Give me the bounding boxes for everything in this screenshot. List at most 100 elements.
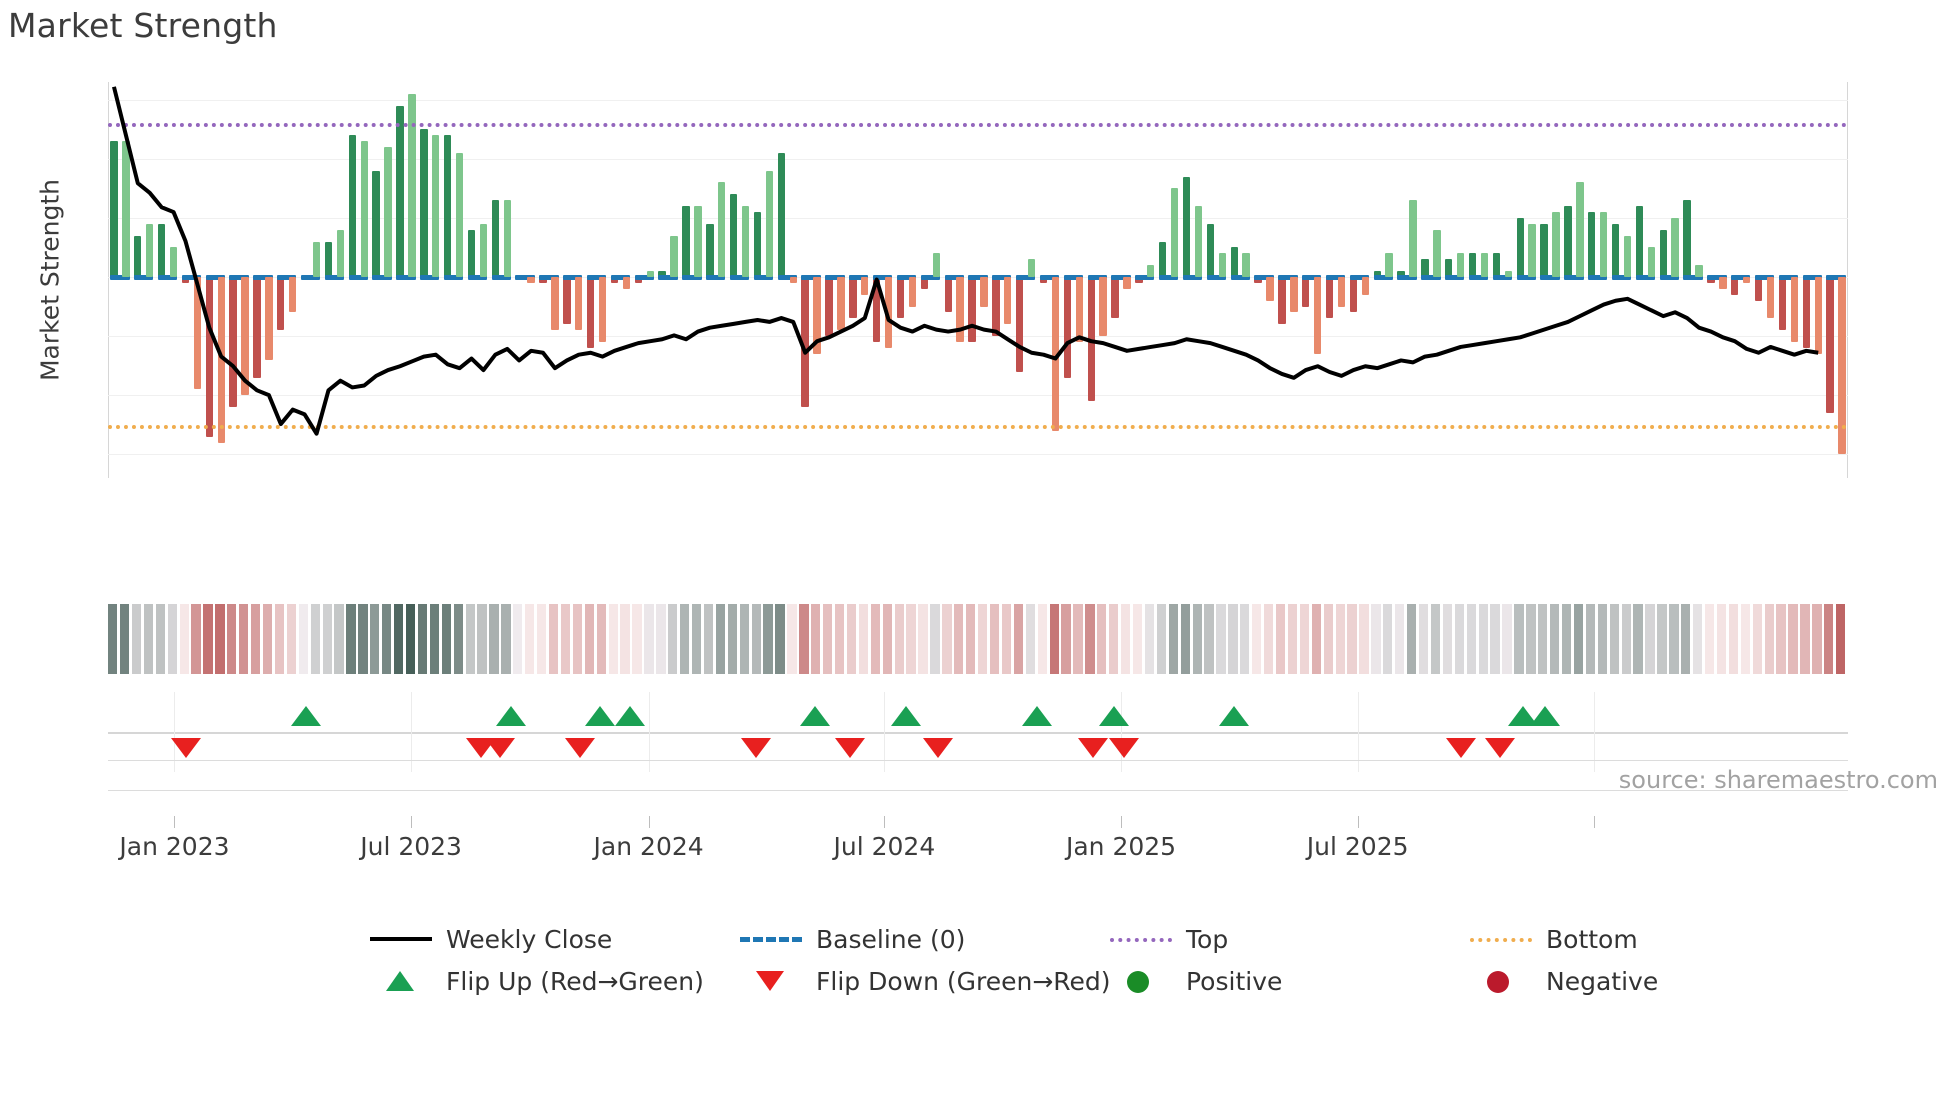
baseline-segment xyxy=(1707,275,1727,281)
flip-gridtick xyxy=(648,692,650,772)
strength-bar xyxy=(277,277,285,331)
strength-bar xyxy=(920,277,929,289)
strength-bar xyxy=(146,223,154,278)
legend-item[interactable]: Baseline (0) xyxy=(740,918,965,960)
heat-cell xyxy=(775,604,785,674)
heat-cell xyxy=(274,604,285,674)
strength-bar xyxy=(575,277,583,331)
baseline-segment xyxy=(372,275,392,281)
strength-bar xyxy=(432,135,440,278)
heat-cell xyxy=(978,604,988,674)
heat-cell xyxy=(966,604,976,674)
strength-bar xyxy=(1063,277,1072,378)
heat-cell xyxy=(846,604,857,674)
heat-cell xyxy=(1788,604,1798,674)
heat-cell xyxy=(215,604,225,674)
heat-cell xyxy=(1740,604,1751,674)
x-axis: Jan 2023 Jul 2023 Jan 2024 Jul 2024 Jan 2025… xyxy=(108,816,1848,876)
strength-bar xyxy=(134,235,142,278)
strength-bar xyxy=(551,277,559,331)
baseline-segment xyxy=(1087,275,1107,281)
strength-bar xyxy=(408,93,416,278)
strength-bar xyxy=(563,277,571,325)
strength-bar xyxy=(443,135,452,278)
gridline xyxy=(108,454,1848,456)
x-tick-label: Jan 2024 xyxy=(593,832,704,861)
dotted-line-orange-icon xyxy=(1470,927,1532,951)
heat-cell xyxy=(1383,604,1393,674)
strength-bar xyxy=(491,200,499,278)
heat-cell xyxy=(370,604,380,674)
dashed-line-blue-icon xyxy=(740,927,802,951)
baseline-segment xyxy=(1778,275,1799,281)
heat-cell xyxy=(1121,604,1131,674)
strength-bar xyxy=(1385,253,1393,278)
heat-cell xyxy=(167,604,177,674)
baseline-segment xyxy=(1659,275,1679,281)
heat-cell xyxy=(501,604,511,674)
heat-cell xyxy=(1669,604,1679,674)
legend-item[interactable]: Bottom xyxy=(1470,918,1638,960)
heat-cell xyxy=(1550,604,1560,674)
strength-bar xyxy=(348,135,356,278)
heat-cell xyxy=(1824,604,1834,674)
heat-cell xyxy=(763,604,773,674)
chart-legend: Weekly Close Baseline (0) Top Bottom Flip U… xyxy=(0,918,1960,1002)
legend-item[interactable]: Flip Down (Green→Red) xyxy=(740,960,1111,1002)
legend-item[interactable]: Weekly Close xyxy=(370,918,612,960)
right-axis-line xyxy=(1847,82,1848,478)
legend-item[interactable]: Flip Up (Red→Green) xyxy=(370,960,704,1002)
page-title: Market Strength xyxy=(8,6,278,45)
legend-item[interactable]: Positive xyxy=(1110,960,1282,1002)
strength-bar xyxy=(1647,247,1656,278)
triangle-up-green-icon xyxy=(370,969,432,993)
legend-row-2: Flip Up (Red→Green) Flip Down (Green→Red)… xyxy=(0,960,1960,1002)
heat-cell xyxy=(989,604,1000,674)
strength-bar xyxy=(1480,253,1489,278)
flip-axis-line xyxy=(108,732,1848,734)
heat-cell xyxy=(1752,604,1762,674)
heat-cell xyxy=(739,604,749,674)
baseline-segment xyxy=(1516,275,1536,281)
heat-cell xyxy=(1275,604,1286,674)
heat-cell xyxy=(1299,604,1310,674)
heat-cell xyxy=(1013,604,1024,674)
heat-cell xyxy=(346,604,356,674)
heat-cell xyxy=(1812,604,1822,674)
strength-bar xyxy=(1194,206,1203,278)
legend-item[interactable]: Negative xyxy=(1470,960,1658,1002)
heat-cell xyxy=(286,604,297,674)
heat-cell xyxy=(751,604,761,674)
baseline-segment xyxy=(1445,275,1465,281)
heat-cell xyxy=(1704,604,1715,674)
flip-down-marker xyxy=(1108,738,1139,758)
baseline-segment xyxy=(610,275,631,281)
flip-gridtick xyxy=(411,692,413,772)
strength-bar xyxy=(1433,229,1441,278)
strength-bar xyxy=(1838,277,1846,455)
baseline-segment xyxy=(896,275,917,281)
strength-bar xyxy=(968,277,976,343)
baseline-segment xyxy=(1397,275,1417,281)
baseline-segment xyxy=(944,275,964,281)
left-axis-line xyxy=(108,82,109,478)
strength-bar xyxy=(110,141,118,278)
heat-cell xyxy=(239,604,249,674)
strength-bar xyxy=(455,152,464,278)
heat-cell xyxy=(1025,604,1035,674)
heat-cell xyxy=(572,604,583,674)
strength-bar xyxy=(896,277,905,319)
heat-cell xyxy=(1728,604,1739,674)
baseline-segment xyxy=(777,275,797,281)
strength-bar xyxy=(1635,206,1644,278)
x-tick-mark xyxy=(174,816,176,828)
legend-item[interactable]: Top xyxy=(1110,918,1228,960)
heat-cell xyxy=(1526,604,1536,674)
strength-bar xyxy=(360,141,368,278)
baseline-segment xyxy=(1063,275,1083,281)
strength-bar xyxy=(1826,277,1834,413)
strength-bar xyxy=(1599,212,1608,278)
heat-cell xyxy=(155,604,165,674)
heat-cell xyxy=(1466,604,1476,674)
weekly-close-polyline xyxy=(112,86,1819,436)
